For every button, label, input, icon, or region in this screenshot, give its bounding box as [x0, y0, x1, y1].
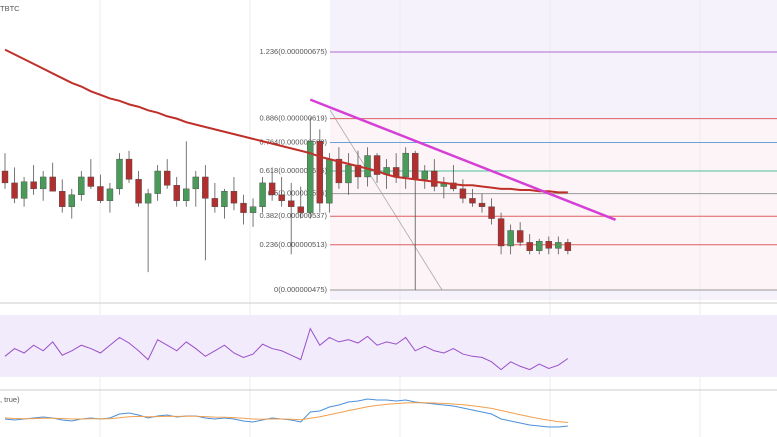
- fib-label: 0.886(0.000000619): [259, 114, 327, 123]
- macd-line: [4, 398, 568, 428]
- candle-body: [144, 193, 152, 204]
- candle-body: [421, 170, 428, 180]
- rsi-band: [0, 315, 777, 377]
- plot-layer: 1.236(0.000000675) 0.886(0.000000619) 0.76…: [0, 47, 777, 428]
- candle-body: [173, 185, 180, 201]
- candle-body: [49, 176, 56, 192]
- trend-line: [309, 98, 617, 221]
- candle-body: [97, 186, 104, 201]
- candle-body: [450, 182, 457, 190]
- fib-label: 0.618(0.000000575): [259, 166, 327, 175]
- fib-zone: [330, 120, 777, 290]
- candle-body: [354, 164, 362, 178]
- candle-body: [469, 198, 476, 204]
- candle-body: [68, 194, 75, 207]
- moving-average: [4, 48, 568, 194]
- candle-body: [507, 230, 514, 247]
- candle-body: [39, 176, 47, 190]
- fib-label: 1.236(0.000000675): [259, 47, 327, 56]
- candle-body: [307, 141, 314, 213]
- candle-body: [316, 141, 324, 204]
- candle-body: [516, 230, 524, 243]
- rsi-line: [4, 327, 569, 371]
- candle-body: [11, 182, 18, 199]
- candle-body: [412, 152, 419, 180]
- candle-body: [1, 170, 9, 184]
- candle-body: [373, 155, 381, 175]
- candle-body: [459, 188, 467, 199]
- fib-label: 0(0.000000475): [274, 285, 327, 294]
- candle-body: [488, 206, 495, 219]
- fib-label: 0.5(0.000000556): [268, 189, 328, 198]
- candle-body: [135, 179, 142, 204]
- candle-body: [545, 241, 552, 249]
- candle-body: [183, 188, 190, 201]
- candle-body: [240, 202, 247, 213]
- fib-label: 0.764(0.000000599): [259, 137, 327, 146]
- candle-body: [288, 200, 295, 207]
- candle-body: [30, 181, 37, 190]
- candle-body: [364, 155, 371, 178]
- ticker-label: TBTC: [0, 4, 20, 13]
- fib-label: 0.236(0.000000513): [259, 240, 327, 249]
- candle-body: [278, 194, 285, 201]
- candle-body: [59, 191, 66, 207]
- candle-body: [163, 170, 171, 186]
- candle-body: [555, 242, 562, 249]
- candle-body: [402, 152, 409, 178]
- candle-body: [297, 206, 304, 213]
- fib-tool-line: [329, 109, 443, 291]
- candle-body: [221, 191, 228, 207]
- candle-body: [564, 242, 572, 251]
- candle-body: [20, 181, 28, 199]
- candle-body: [87, 176, 95, 187]
- candle-body: [431, 170, 438, 187]
- candle-body: [78, 176, 85, 196]
- candle-body: [536, 241, 543, 251]
- macd-label: , true): [0, 395, 20, 404]
- candle-body: [335, 158, 343, 184]
- signal-line: [4, 402, 568, 423]
- candle-body: [249, 206, 257, 213]
- candle-body: [268, 182, 276, 196]
- candle-body: [106, 188, 114, 201]
- candle-body: [202, 176, 209, 199]
- candle-body: [259, 182, 266, 207]
- candle-body: [211, 198, 219, 207]
- candle-body: [125, 158, 133, 180]
- candle-body: [154, 170, 161, 194]
- candle-body: [326, 158, 333, 204]
- candle-body: [345, 164, 352, 184]
- candle-body: [478, 202, 486, 207]
- candle-body: [116, 158, 123, 190]
- fib-label: 0.382(0.000000537): [259, 211, 327, 220]
- candle-body: [497, 218, 505, 247]
- candle-body: [526, 242, 533, 251]
- candle-body: [192, 176, 200, 190]
- candle-body: [230, 191, 238, 204]
